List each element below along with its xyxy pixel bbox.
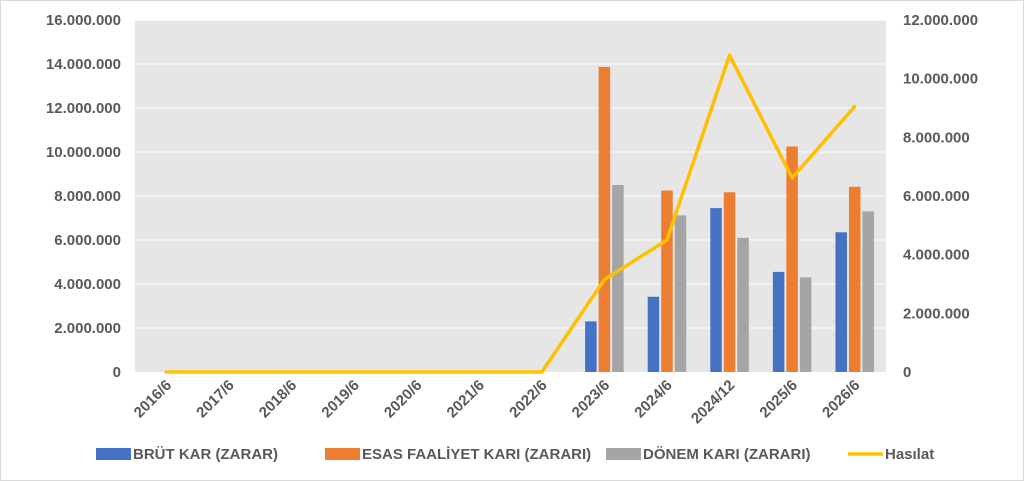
bar-series (585, 66, 874, 373)
x-tick-label: 2026/6 (819, 377, 863, 421)
line-series (164, 53, 857, 374)
bar-1-9 (723, 192, 736, 372)
right-tick-label: 0 (903, 364, 911, 381)
x-tick-label: 2022/6 (506, 377, 550, 421)
x-tick-label: 2018/6 (256, 377, 300, 421)
left-tick-label: 6.000.000 (54, 232, 121, 249)
legend-swatch (96, 448, 131, 460)
x-axis-ticks: 2016/6 2017/6 2018/6 2019/6 2020/6 2021/6 2022… (131, 377, 864, 427)
bar-0-10 (772, 271, 785, 372)
legend-label: BRÜT KAR (ZARAR) (133, 446, 278, 463)
right-tick-label: 8.000.000 (903, 129, 970, 146)
left-tick-label: 10.000.000 (46, 144, 121, 161)
right-tick-label: 2.000.000 (903, 305, 970, 322)
bar-2-11 (862, 211, 874, 372)
legend-label: Hasılat (885, 446, 934, 463)
right-tick-label: 10.000.000 (903, 71, 978, 88)
x-tick-label: 2016/6 (131, 377, 175, 421)
gridlines (135, 19, 886, 329)
bar-0-9 (710, 208, 722, 372)
right-axis-ticks: 0 2.000.000 4.000.000 6.000.000 8.000.000 10.… (903, 12, 978, 381)
legend-label: DÖNEM KARI (ZARARI) (643, 446, 810, 463)
left-tick-label: 0 (113, 364, 121, 381)
legend: BRÜT KAR (ZARAR) ESAS FAALİYET KARI (ZARA… (96, 446, 934, 463)
left-tick-label: 8.000.000 (54, 188, 121, 205)
left-tick-label: 12.000.000 (46, 100, 121, 117)
bar-2-9 (737, 237, 749, 372)
legend-swatch (606, 448, 641, 460)
x-tick-label: 2019/6 (318, 377, 362, 421)
bar-2-10 (799, 277, 812, 372)
line-hasilat (164, 53, 857, 374)
left-axis-ticks: 0 2.000.000 4.000.000 6.000.000 8.000.000 10.… (46, 12, 121, 381)
x-tick-label: 2020/6 (381, 377, 425, 421)
bar-2-8 (674, 215, 687, 372)
x-tick-label: 2017/6 (193, 377, 237, 421)
x-tick-label: 2024/6 (631, 377, 675, 421)
legend-swatch (325, 448, 360, 460)
x-tick-label: 2025/6 (756, 377, 800, 421)
x-tick-label: 2023/6 (569, 377, 613, 421)
bar-1-10 (786, 146, 798, 372)
left-tick-label: 4.000.000 (54, 276, 121, 293)
right-tick-label: 6.000.000 (903, 188, 970, 205)
bar-0-7 (585, 321, 597, 372)
bar-0-11 (835, 232, 847, 372)
legend-label: ESAS FAALİYET KARI (ZARARI) (362, 446, 591, 463)
left-tick-label: 2.000.000 (54, 320, 121, 337)
left-tick-label: 14.000.000 (46, 56, 121, 73)
right-tick-label: 4.000.000 (903, 247, 970, 264)
bar-0-8 (647, 296, 660, 372)
left-tick-label: 16.000.000 (46, 12, 121, 29)
bar-2-7 (612, 185, 624, 372)
x-tick-label: 2021/6 (444, 377, 488, 421)
bar-1-8 (661, 190, 673, 372)
bar-1-11 (848, 186, 861, 372)
bar-1-7 (598, 66, 611, 373)
right-tick-label: 12.000.000 (903, 12, 978, 29)
x-tick-label: 2024/12 (688, 377, 738, 427)
